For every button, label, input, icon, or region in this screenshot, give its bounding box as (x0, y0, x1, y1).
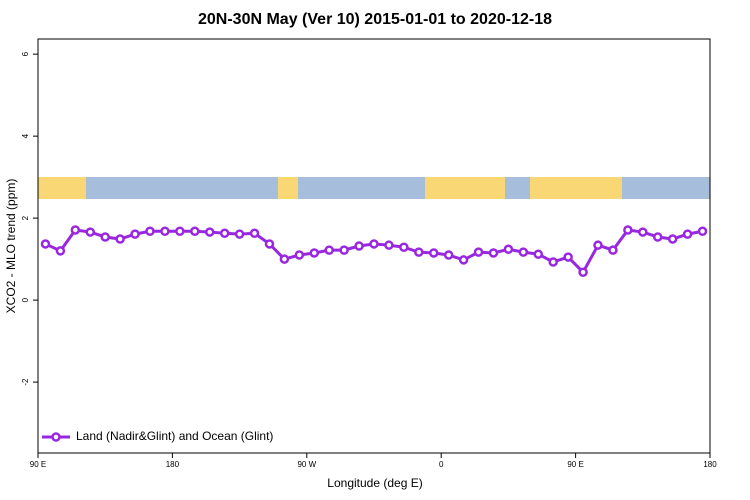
y-tick-label: 0 (21, 297, 30, 302)
data-point (623, 225, 633, 235)
data-point (175, 226, 185, 236)
data-point (85, 227, 96, 237)
data-point (249, 228, 260, 239)
legend-marker (51, 432, 61, 442)
y-tick-label: 4 (21, 133, 30, 138)
data-point (55, 246, 66, 256)
x-tick-label: 90 E (567, 460, 583, 469)
data-point (518, 247, 529, 257)
data-point (563, 252, 573, 262)
x-tick-label: 90 W (297, 460, 316, 469)
data-point (578, 267, 588, 277)
data-point (652, 232, 663, 242)
x-tick-label: 90 E (30, 460, 46, 469)
data-point (414, 247, 424, 257)
map-strip (38, 177, 710, 199)
x-tick-label: 180 (166, 460, 180, 469)
data-point (100, 232, 110, 242)
data-point (339, 245, 349, 255)
data-point (160, 226, 170, 236)
data-point (473, 247, 484, 257)
data-point (638, 227, 648, 237)
x-tick-label: 180 (703, 460, 717, 469)
data-point (279, 254, 290, 264)
data-point (608, 245, 618, 255)
data-point (130, 229, 140, 239)
data-point (667, 234, 678, 244)
data-point (294, 250, 305, 260)
data-point (324, 245, 334, 255)
data-point (190, 226, 200, 236)
data-point (503, 244, 514, 255)
data-point (309, 248, 320, 258)
data-point (533, 249, 544, 259)
data-point (384, 240, 394, 250)
data-point (204, 227, 215, 237)
data-point (115, 234, 125, 244)
data-point (488, 248, 499, 258)
data-point (40, 239, 51, 249)
y-tick-label: 2 (21, 215, 30, 220)
legend-label: Land (Nadir&Glint) and Ocean (Glint) (76, 429, 273, 443)
data-point (682, 229, 693, 239)
y-tick-label: 6 (21, 51, 30, 56)
data-point (548, 257, 558, 267)
x-tick-label: 0 (439, 460, 444, 469)
data-point (399, 242, 409, 252)
y-axis-label: XCO2 - MLO trend (ppm) (4, 179, 18, 314)
data-point (219, 228, 230, 239)
y-tick-label: -2 (21, 378, 30, 386)
data-point (593, 240, 603, 250)
data-point (70, 225, 81, 235)
data-point (145, 226, 155, 236)
data-point (234, 229, 245, 239)
data-point (458, 255, 469, 265)
x-axis-label: Longitude (deg E) (327, 476, 422, 490)
data-point (443, 250, 454, 260)
data-point (697, 226, 708, 236)
data-point (264, 239, 275, 249)
data-point (369, 239, 379, 249)
series-line (44, 228, 703, 275)
data-point (428, 248, 439, 258)
plot-frame (37, 38, 711, 454)
data-point (354, 241, 364, 251)
chart-title: 20N-30N May (Ver 10) 2015-01-01 to 2020-… (198, 11, 552, 28)
